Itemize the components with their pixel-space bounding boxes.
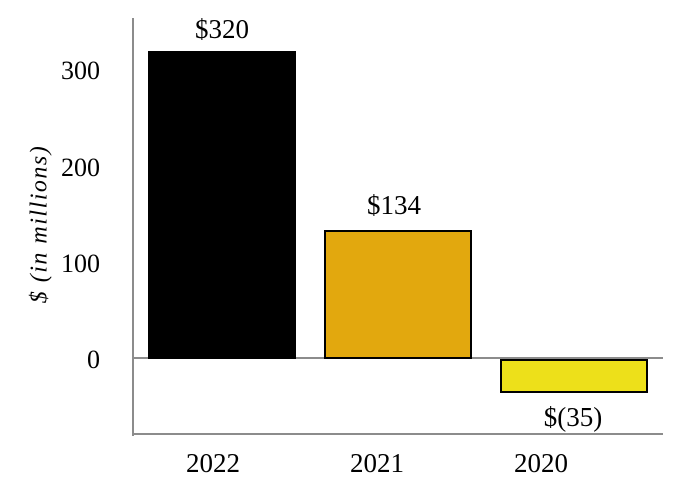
x-tick-label-2021: 2021 xyxy=(350,448,404,478)
y-tick-label-0: 0 xyxy=(87,345,100,374)
bar-2022 xyxy=(148,51,296,359)
x-axis-line xyxy=(133,433,663,435)
x-tick-label-2020: 2020 xyxy=(514,448,568,478)
y-tick-label-200: 200 xyxy=(61,152,100,182)
value-label-2022: $320 xyxy=(195,14,249,44)
y-axis-line xyxy=(132,18,134,436)
value-label-2020: $(35) xyxy=(543,402,603,432)
bar-2020 xyxy=(500,359,648,393)
y-tick-label-100: 100 xyxy=(61,248,100,278)
y-tick-label-300: 300 xyxy=(61,56,100,86)
x-tick-label-2022: 2022 xyxy=(186,448,240,478)
bar-2021 xyxy=(324,230,472,359)
value-label-2021: $134 xyxy=(367,190,421,220)
